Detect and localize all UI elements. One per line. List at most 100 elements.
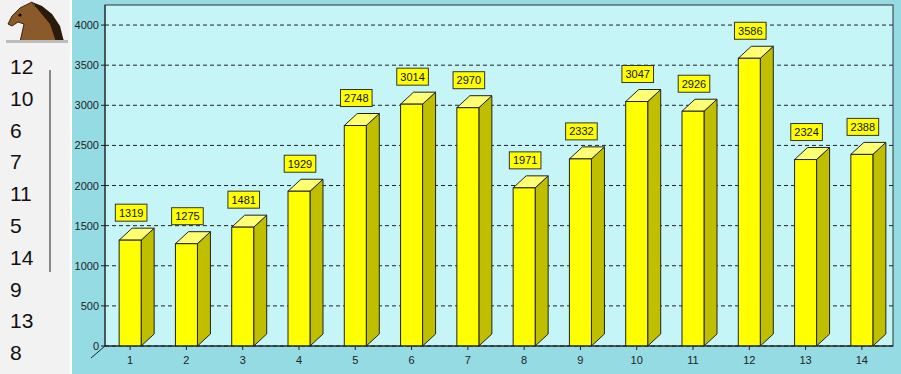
x-tick-label: 2 (183, 354, 189, 366)
sidebar-number: 13 (10, 309, 33, 332)
data-label: 1275 (175, 210, 199, 222)
bar-top (401, 92, 436, 104)
sidebar-number: 9 (10, 278, 22, 301)
bar-side (479, 96, 492, 346)
data-label-box (284, 155, 316, 172)
sidebar-number: 8 (10, 341, 22, 364)
grid-line (105, 105, 893, 106)
bar-top (738, 46, 773, 58)
data-label-box (172, 208, 204, 225)
bar-top (457, 96, 492, 108)
bar (795, 160, 817, 346)
grid-line (105, 65, 893, 66)
data-label: 3586 (738, 25, 762, 37)
horse-eye (18, 13, 21, 16)
x-tick-label: 6 (409, 354, 415, 366)
bar-side (648, 90, 661, 346)
y-tick-label: 3500 (75, 59, 99, 71)
sidebar-number: 5 (10, 214, 22, 237)
grid-line (105, 265, 893, 266)
bar-side (197, 232, 210, 346)
y-tick (101, 265, 105, 266)
y-tick (101, 25, 105, 26)
horse-head (8, 2, 64, 42)
bar-side (873, 142, 886, 346)
grid-line (105, 225, 893, 226)
x-tick (355, 346, 356, 350)
data-label: 2324 (794, 126, 818, 138)
bar-top (626, 90, 661, 102)
x-tick-label: 10 (631, 354, 643, 366)
horse-mane (32, 2, 64, 42)
x-tick (186, 346, 187, 350)
data-label-box (453, 72, 485, 89)
y-tick-label: 4000 (75, 19, 99, 31)
x-tick (805, 346, 806, 350)
bar (738, 58, 760, 346)
bar (569, 159, 591, 346)
data-label: 1319 (119, 207, 143, 219)
grid-line (105, 145, 893, 146)
data-label: 2926 (682, 78, 706, 90)
x-tick (861, 346, 862, 350)
x-tick-label: 5 (352, 354, 358, 366)
chart-root: 1210671151491380500100015002000250030003… (0, 0, 901, 374)
y-tick-label: 0 (93, 340, 99, 352)
bar (626, 102, 648, 346)
y-tick (101, 185, 105, 186)
x-tick-label: 1 (127, 354, 133, 366)
x-tick (299, 346, 300, 350)
y-tick (101, 145, 105, 146)
bar-top (569, 147, 604, 159)
bar-side (423, 92, 436, 346)
bar (344, 126, 366, 346)
x-tick (580, 346, 581, 350)
x-tick (524, 346, 525, 350)
bar-top (795, 148, 830, 160)
horse-icon (6, 2, 68, 43)
y-axis (105, 5, 106, 346)
plot-bg (105, 5, 893, 346)
data-label-box (566, 123, 598, 140)
sidebar-number: 6 (10, 119, 22, 142)
x-tick (467, 346, 468, 350)
x-tick (693, 346, 694, 350)
sidebar-number: 7 (10, 150, 22, 173)
data-label-box (115, 204, 147, 221)
bar (682, 111, 704, 346)
bar-top (513, 176, 548, 188)
sidebar-number: 12 (10, 55, 33, 78)
x-tick-label: 14 (856, 354, 868, 366)
y-tick-label: 1000 (75, 260, 99, 272)
data-label: 3047 (625, 68, 649, 80)
bar-top (288, 179, 323, 191)
bar-top (344, 114, 379, 126)
bar-side (141, 228, 154, 346)
data-label-box (678, 75, 710, 92)
grid-line (105, 185, 893, 186)
x-tick-label: 7 (465, 354, 471, 366)
chart-bg (72, 0, 901, 374)
y-tick-label: 3000 (75, 99, 99, 111)
bar-top (232, 215, 267, 227)
grid-line (105, 305, 893, 306)
data-label-box (509, 152, 541, 169)
sidebar-bracket (49, 70, 51, 272)
data-label: 2332 (569, 125, 593, 137)
y-tick-label: 1500 (75, 220, 99, 232)
x-tick-label: 12 (743, 354, 755, 366)
x-tick-label: 4 (296, 354, 302, 366)
bar-side (817, 148, 830, 346)
sidebar-number: 14 (10, 246, 34, 269)
x-tick-label: 3 (240, 354, 246, 366)
bar-side (535, 176, 548, 346)
x-tick (411, 346, 412, 350)
data-label-box (734, 22, 766, 39)
x-tick-label: 9 (577, 354, 583, 366)
bar-top (119, 228, 154, 240)
grid-line (105, 346, 893, 347)
bar (851, 154, 873, 346)
bar-side (760, 46, 773, 346)
x-tick (749, 346, 750, 350)
sidebar-number: 11 (10, 182, 32, 205)
